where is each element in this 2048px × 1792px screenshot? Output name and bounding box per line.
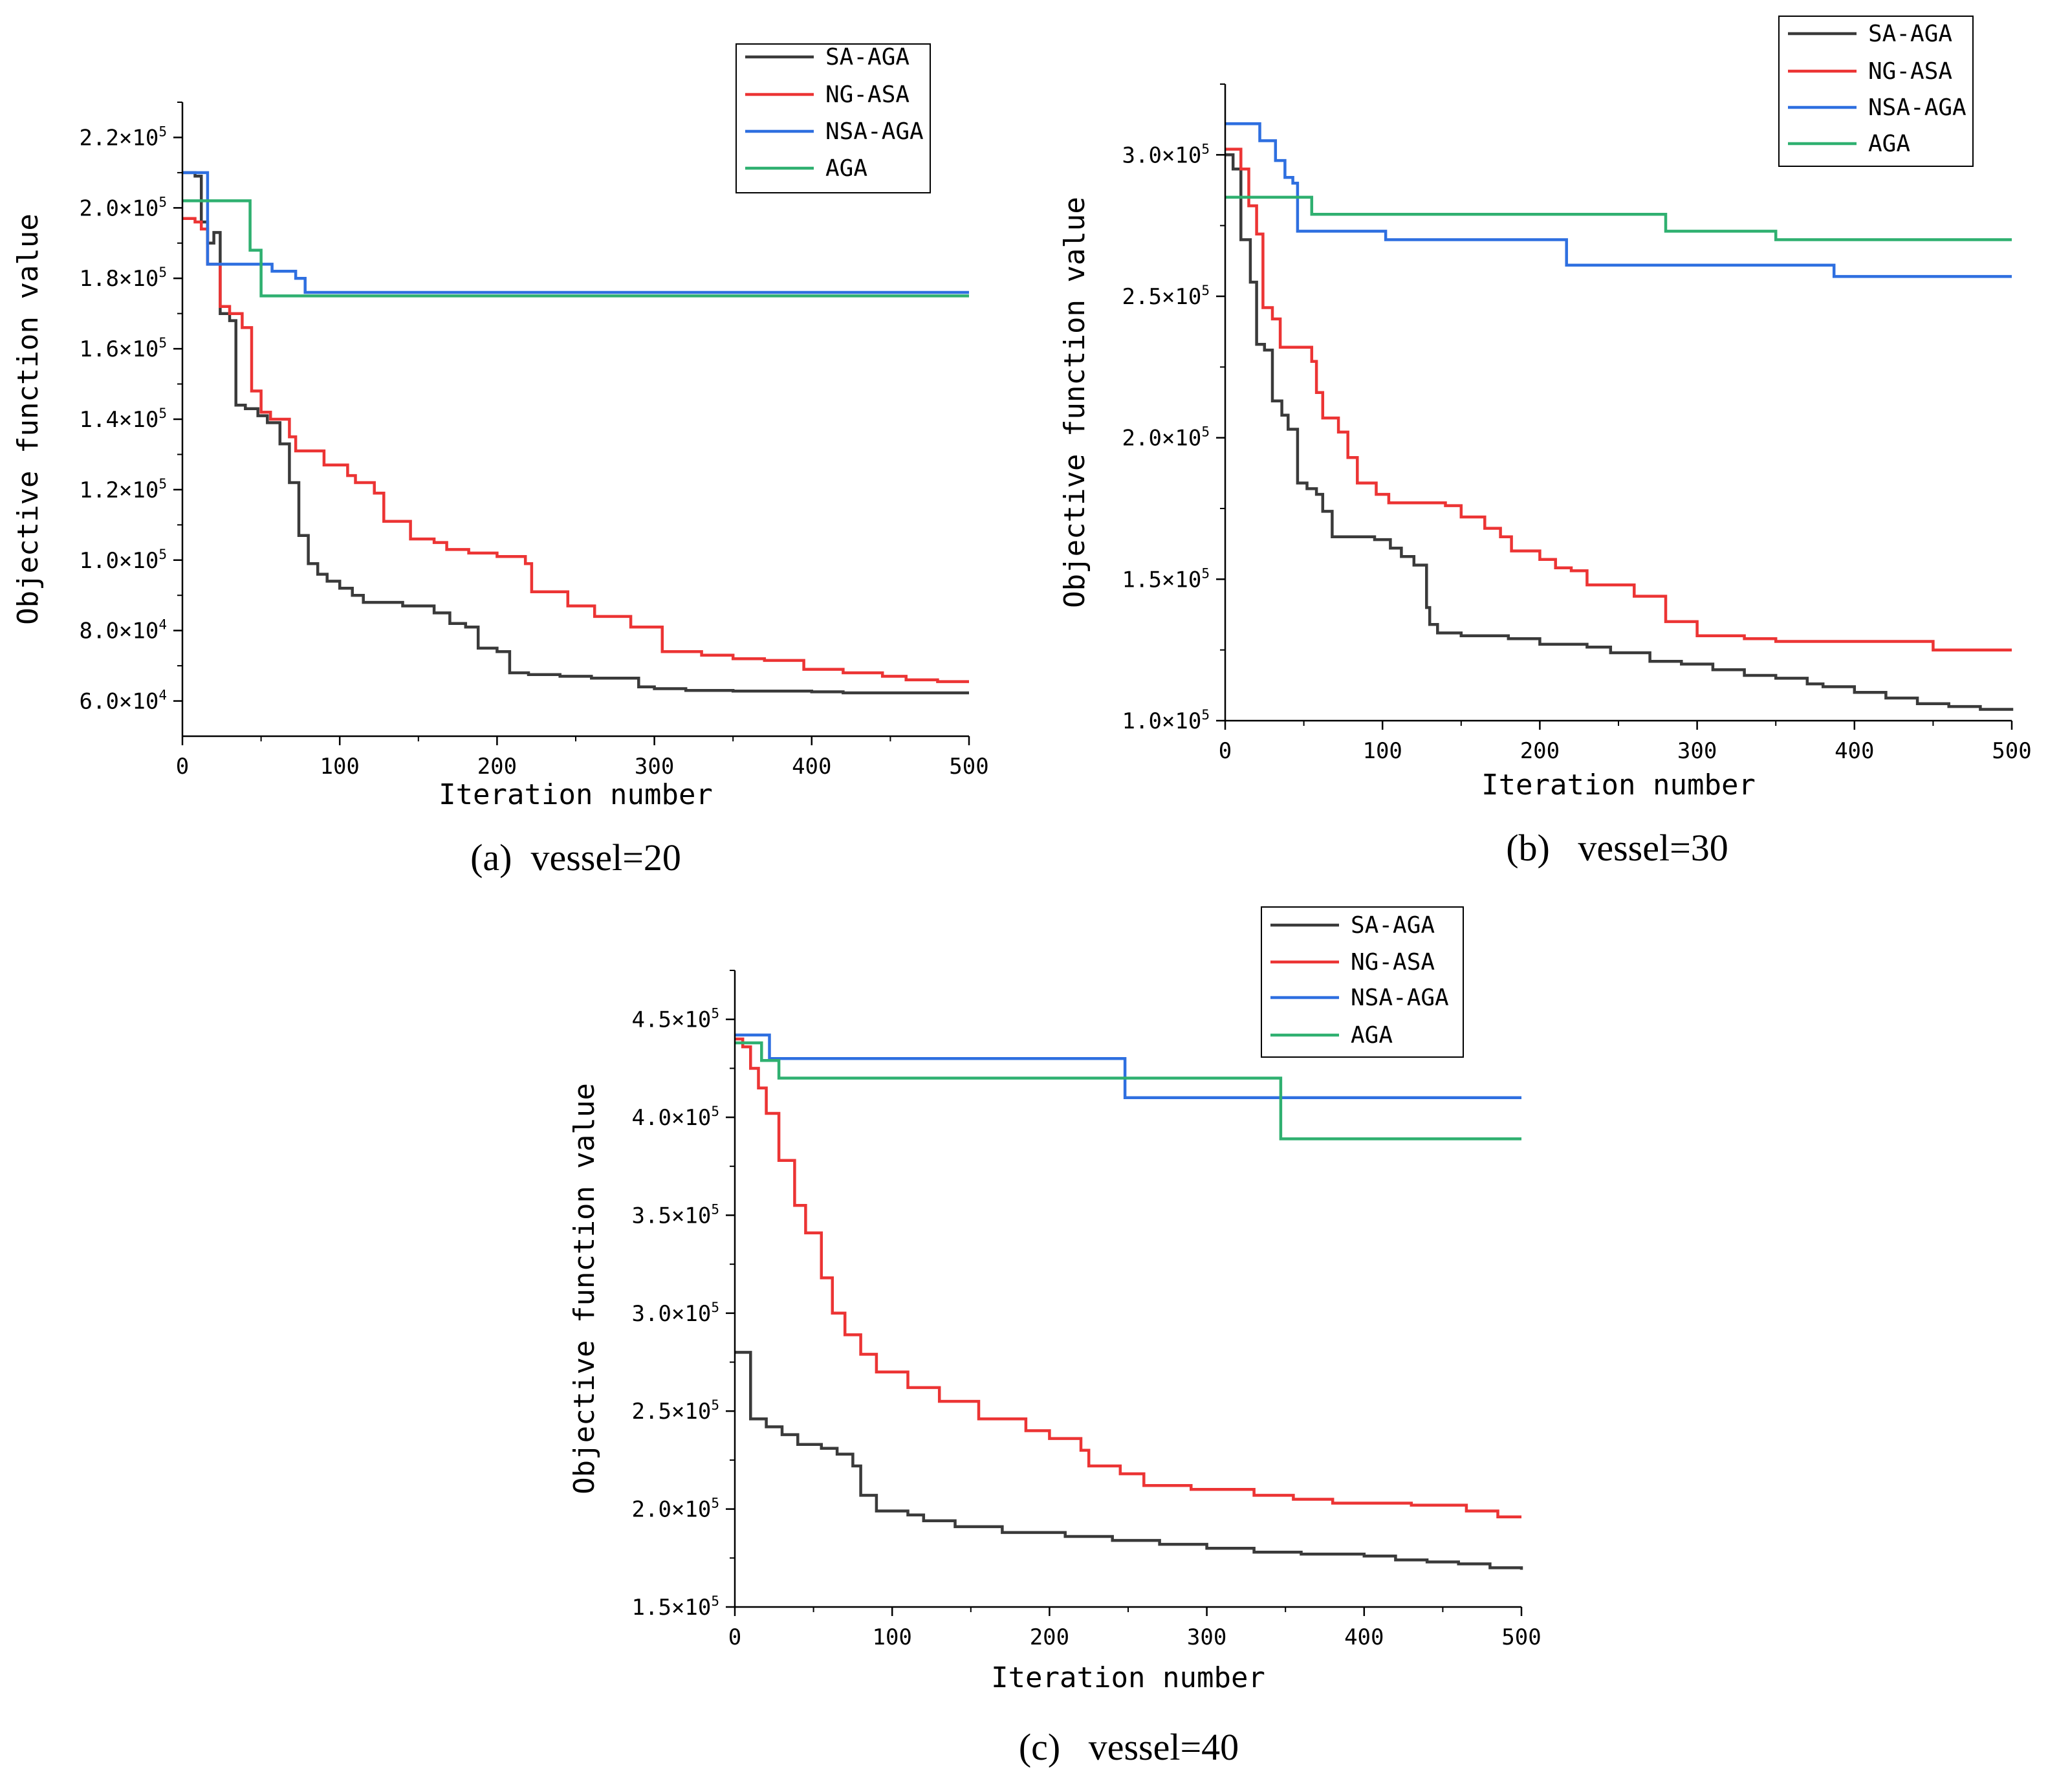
legend-label-aga: AGA xyxy=(1351,1022,1393,1049)
x-tick-label: 200 xyxy=(477,754,517,780)
y-tick-label: 2.0×105 xyxy=(632,1496,719,1523)
legend-box xyxy=(1778,16,1974,167)
series-aga-line xyxy=(1225,195,2012,241)
y-tick-label: 3.0×105 xyxy=(632,1300,719,1327)
y-axis-title: Objective function value xyxy=(12,213,45,625)
legend: SA-AGA NG-ASA NSA-AGA AGA xyxy=(1778,16,1974,167)
x-tick-label: 400 xyxy=(792,754,831,780)
y-tick-label: 1.0×105 xyxy=(80,547,167,574)
x-axis-title: Iteration number xyxy=(1481,769,1756,802)
x-tick-label: 0 xyxy=(176,754,189,780)
series-ng-asa-line xyxy=(1225,148,2012,651)
legend-label-nsa-aga: NSA-AGA xyxy=(825,118,924,145)
x-tick-label: 500 xyxy=(1992,738,2031,764)
chart-caption: (c) vessel=40 xyxy=(1019,1726,1239,1768)
series-aga-line xyxy=(735,1041,1521,1141)
x-axis-title: Iteration number xyxy=(439,778,713,811)
series-sa-aga-line xyxy=(735,1351,1523,1570)
x-axis-title: Iteration number xyxy=(991,1661,1265,1694)
legend-label-aga: AGA xyxy=(825,155,867,182)
series-nsa-aga-line xyxy=(182,171,969,294)
chart-caption: (b) vessel=30 xyxy=(1506,827,1728,869)
y-tick-label: 2.5×105 xyxy=(1122,283,1210,310)
y-tick-label: 1.5×105 xyxy=(1122,565,1210,593)
y-tick-label: 3.5×105 xyxy=(632,1201,719,1229)
series-aga-line xyxy=(182,199,969,298)
series-sa-aga-line xyxy=(1225,153,2014,711)
legend-label-nsa-aga: NSA-AGA xyxy=(1351,985,1449,1011)
x-tick-label: 100 xyxy=(872,1624,911,1650)
y-tick-label: 2.2×105 xyxy=(80,124,167,151)
chart-panel-3: 0 100 200 300 400 500 1.5×105 2.0×105 2.5×105 3.0… xyxy=(568,906,1541,1768)
y-axis-title: Objective function value xyxy=(568,1083,601,1494)
legend: SA-AGA NG-ASA NSA-AGA AGA xyxy=(735,43,931,193)
series-ng-asa-line xyxy=(735,1037,1521,1518)
x-tick-label: 300 xyxy=(635,754,674,780)
y-tick-label: 6.0×104 xyxy=(80,688,167,715)
legend-box xyxy=(1261,906,1464,1058)
legend-label-nsa-aga: NSA-AGA xyxy=(1868,94,1966,121)
legend: SA-AGA NG-ASA NSA-AGA AGA xyxy=(1261,906,1464,1058)
y-tick-label: 2.5×105 xyxy=(632,1397,719,1425)
x-tick-label: 100 xyxy=(320,754,359,780)
y-axis-title: Objective function value xyxy=(1058,197,1091,608)
x-tick-label: 300 xyxy=(1187,1624,1226,1650)
y-tick-label: 2.0×105 xyxy=(1122,424,1210,452)
series-nsa-aga-line xyxy=(735,1033,1521,1100)
legend-label-sa-aga: SA-AGA xyxy=(1351,912,1435,939)
y-tick-label: 2.0×105 xyxy=(80,194,167,221)
legend-label-ng-asa: NG-ASA xyxy=(1868,58,1952,85)
x-tick-label: 400 xyxy=(1344,1624,1384,1650)
y-tick-label: 1.0×105 xyxy=(1122,707,1210,734)
series-ng-asa-line xyxy=(182,217,969,683)
series-nsa-aga-line xyxy=(1225,122,2012,278)
y-tick-label: 1.5×105 xyxy=(632,1593,719,1621)
x-tick-label: 500 xyxy=(949,754,988,780)
legend-label-sa-aga: SA-AGA xyxy=(825,44,910,71)
legend-label-aga: AGA xyxy=(1868,131,1910,157)
y-tick-label: 4.0×105 xyxy=(632,1104,719,1131)
legend-label-ng-asa: NG-ASA xyxy=(825,82,910,108)
y-tick-label: 1.4×105 xyxy=(80,406,167,433)
x-tick-label: 300 xyxy=(1677,738,1717,764)
y-tick-label: 4.5×105 xyxy=(632,1006,719,1033)
x-tick-label: 100 xyxy=(1362,738,1402,764)
y-tick-label: 1.8×105 xyxy=(80,265,167,292)
legend-label-ng-asa: NG-ASA xyxy=(1351,949,1435,976)
y-tick-label: 8.0×104 xyxy=(80,617,167,644)
chart-panel-1: 0 100 200 300 400 500 6.0×104 8.0×104 1.0×105 1.2… xyxy=(12,43,989,879)
legend-label-sa-aga: SA-AGA xyxy=(1868,21,1952,47)
chart-caption: (a) vessel=20 xyxy=(470,836,681,879)
x-tick-label: 0 xyxy=(728,1624,741,1650)
x-tick-label: 200 xyxy=(1030,1624,1069,1650)
x-tick-label: 0 xyxy=(1219,738,1232,764)
x-tick-label: 200 xyxy=(1520,738,1560,764)
series-sa-aga-line xyxy=(182,171,969,695)
y-tick-label: 3.0×105 xyxy=(1122,141,1210,168)
x-tick-label: 500 xyxy=(1501,1624,1541,1650)
y-tick-label: 1.6×105 xyxy=(80,335,167,362)
chart-panel-2: 0 100 200 300 400 500 1.0×105 1.5×105 2.0×105 2.5… xyxy=(1058,16,2032,869)
y-tick-label: 1.2×105 xyxy=(80,476,167,503)
x-tick-label: 400 xyxy=(1835,738,1874,764)
